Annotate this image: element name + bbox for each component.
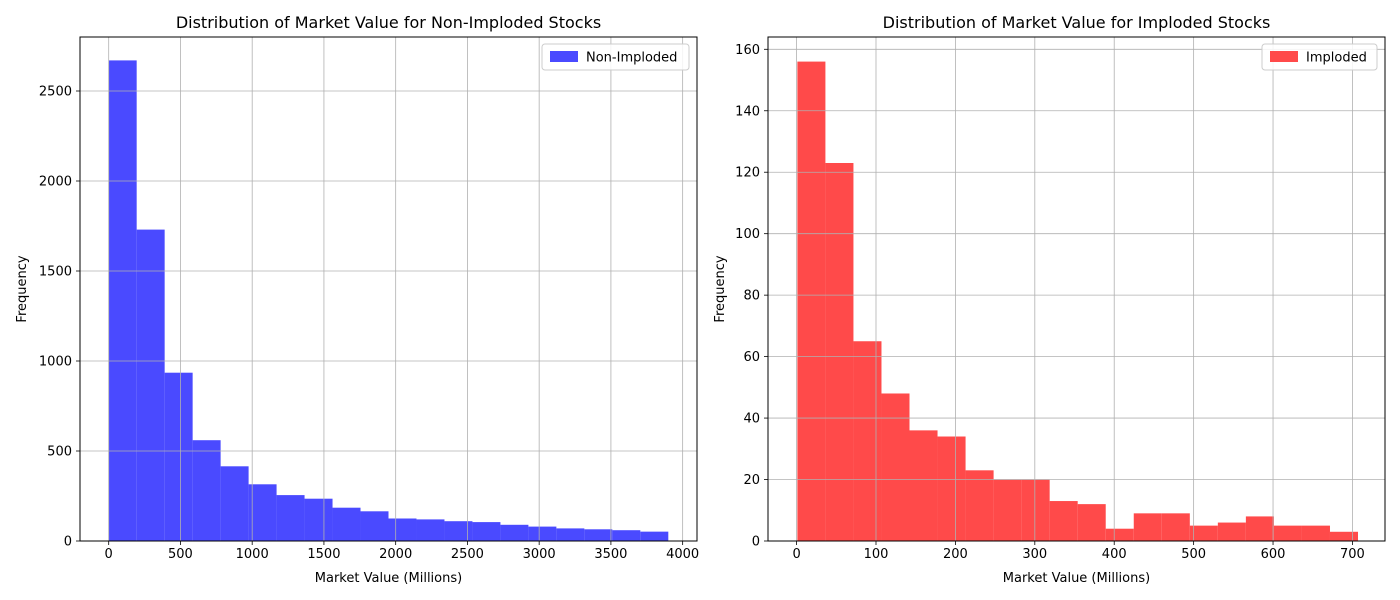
histogram-bar: [1077, 504, 1106, 541]
histogram-bar: [1105, 528, 1134, 541]
y-tick-label: 1000: [39, 355, 72, 370]
histogram-bar: [1329, 531, 1359, 541]
y-tick-label: 2000: [39, 175, 72, 190]
chart-title: Distribution of Market Value for Non-Imp…: [176, 13, 601, 32]
y-tick-label: 0: [64, 535, 72, 550]
histogram-bar: [556, 528, 585, 541]
legend-box: [1261, 43, 1378, 71]
histogram-bar: [1021, 479, 1050, 541]
histogram-bar: [332, 507, 361, 541]
x-tick-label: 2500: [451, 547, 484, 562]
y-axis-label: Frequency: [15, 255, 30, 322]
x-axis-label: Market Value (Millions): [315, 571, 462, 586]
histogram-bar: [444, 521, 473, 541]
histogram-bar: [1189, 525, 1218, 541]
x-tick-label: 3500: [594, 547, 627, 562]
histogram-bar: [640, 531, 669, 541]
x-tick-label: 1500: [307, 547, 340, 562]
legend-swatch: [550, 51, 578, 62]
y-tick-label: 120: [735, 166, 760, 181]
x-tick-label: 700: [1340, 547, 1365, 562]
y-tick-label: 60: [743, 350, 760, 365]
histogram-bar: [825, 163, 854, 541]
x-tick-label: 500: [168, 547, 193, 562]
histogram-bar: [1161, 513, 1190, 541]
histogram-bar: [192, 440, 221, 541]
chart-panel-2: 0 100 200 300 400 500 600 700 0 20 40 60 80 100 120 140…: [713, 13, 1386, 586]
y-axis-label: Frequency: [713, 255, 728, 322]
histogram-bar: [164, 372, 193, 541]
y-tick-label: 160: [735, 43, 760, 58]
legend-label: Imploded: [1306, 51, 1367, 66]
histogram-bar: [612, 530, 641, 541]
axes-frame: [79, 36, 698, 542]
legend: Non-Imploded: [541, 43, 690, 71]
histogram-bar: [853, 341, 882, 541]
y-tick-label: 0: [752, 535, 760, 550]
histogram-bar: [937, 436, 966, 541]
histogram-bar: [1049, 501, 1078, 541]
histogram-bar: [248, 484, 277, 541]
y-tick-label: 80: [743, 289, 760, 304]
histogram-bar: [108, 60, 137, 542]
histogram-bar: [220, 466, 249, 541]
histogram-bar: [528, 526, 557, 541]
x-tick-label: 100: [864, 547, 889, 562]
x-tick-label: 400: [1102, 547, 1127, 562]
x-tick-label: 0: [105, 547, 113, 562]
histogram-bar: [965, 470, 994, 541]
x-axis-label: Market Value (Millions): [1003, 571, 1150, 586]
histogram-bar: [388, 518, 417, 541]
histogram-bar: [584, 529, 613, 541]
x-tick-label: 3000: [523, 547, 556, 562]
y-tick-label: 140: [735, 104, 760, 119]
histogram-bar: [1133, 513, 1162, 541]
x-tick-label: 600: [1261, 547, 1286, 562]
histogram-bar: [416, 519, 445, 541]
y-tick-label: 20: [743, 473, 760, 488]
histogram-bar: [1217, 522, 1246, 541]
histogram-bar: [881, 393, 910, 541]
y-tick-label: 100: [735, 227, 760, 242]
histogram-bar: [136, 229, 165, 541]
y-tick-label: 40: [743, 412, 760, 427]
histogram-bar: [304, 498, 333, 541]
legend-swatch: [1270, 51, 1298, 62]
grid-lines: [80, 37, 697, 542]
legend-box: [541, 43, 690, 71]
histogram-bar: [472, 522, 501, 541]
histogram-bar: [1245, 516, 1274, 541]
bars-group: [108, 60, 669, 542]
axes-frame: [767, 36, 1386, 542]
x-tick-label: 4000: [666, 547, 699, 562]
x-tick-label: 500: [1181, 547, 1206, 562]
legend-label: Non-Imploded: [586, 51, 677, 66]
histogram-bar: [360, 511, 389, 541]
bars-group: [797, 61, 1359, 542]
x-tick-label: 200: [943, 547, 968, 562]
chart-title: Distribution of Market Value for Implode…: [883, 13, 1271, 32]
legend: Imploded: [1261, 43, 1378, 71]
y-tick-label: 2500: [39, 85, 72, 100]
histogram-bar: [500, 524, 529, 541]
chart-panel-1: 0 500 1000 1500 2000 2500 3000 3500 4000 0 500 1000…: [15, 13, 699, 586]
y-tick-label: 1500: [39, 265, 72, 280]
x-tick-label: 2000: [379, 547, 412, 562]
x-tick-label: 1000: [236, 547, 269, 562]
x-tick-label: 0: [792, 547, 800, 562]
y-tick-label: 500: [47, 445, 72, 460]
histogram-bar: [797, 61, 826, 542]
histogram-bar: [1301, 525, 1330, 541]
x-tick-label: 300: [1022, 547, 1047, 562]
histogram-bar: [1273, 525, 1302, 541]
histogram-bar: [909, 430, 938, 541]
histogram-bar: [993, 479, 1022, 541]
histogram-bar: [276, 495, 305, 541]
